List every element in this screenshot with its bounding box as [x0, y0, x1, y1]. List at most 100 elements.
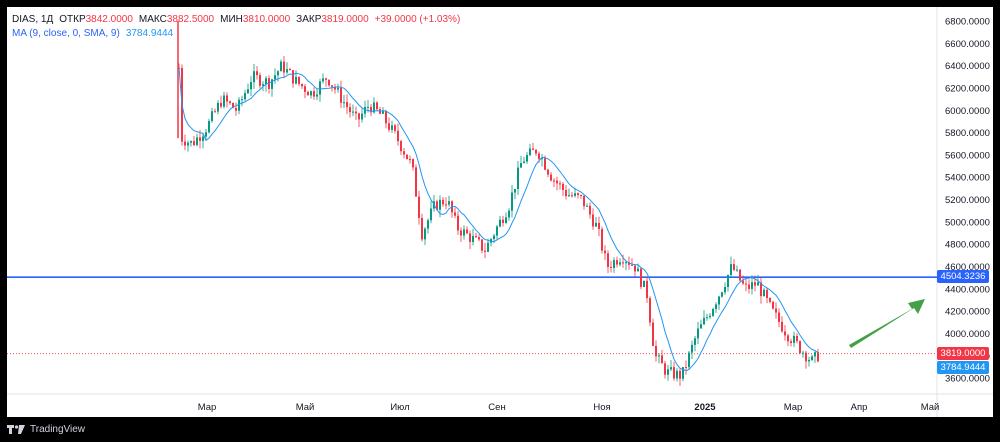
candle-body — [649, 298, 651, 323]
candle-body — [670, 367, 672, 370]
candle-body — [238, 99, 240, 111]
candle-body — [790, 341, 792, 344]
candle-body — [751, 282, 753, 289]
candle-body — [535, 149, 537, 154]
candle-body — [757, 282, 759, 286]
candle-body — [673, 367, 675, 379]
candle-body — [424, 228, 426, 240]
candle-body — [688, 352, 690, 368]
x-tick-label: Май — [921, 402, 940, 413]
candle-body — [814, 352, 816, 357]
candle-body — [397, 130, 399, 142]
candle-body — [631, 264, 633, 266]
y-tick-label: 5000.0000 — [945, 217, 990, 228]
candle-body — [652, 322, 654, 346]
candle-body — [409, 159, 411, 161]
candle-body — [307, 91, 309, 96]
candle-body — [772, 301, 774, 309]
candle-body — [469, 233, 471, 242]
candle-body — [361, 113, 363, 120]
candle-body — [283, 61, 285, 73]
candle-body — [508, 210, 510, 218]
candle-body — [325, 78, 327, 80]
candle-body — [607, 253, 609, 267]
x-tick-label: Ноя — [593, 402, 610, 413]
tradingview-brand[interactable]: TradingView — [30, 423, 86, 435]
candle-body — [310, 91, 312, 96]
y-tick-label: 4000.0000 — [945, 329, 990, 340]
candle-body — [316, 94, 318, 97]
candle-body — [559, 183, 561, 185]
chart-legend: DIAS, 1Д ОТКР 3842.0000 МАКС 3882.5000 М… — [12, 13, 466, 41]
candle-body — [193, 141, 195, 146]
candle-body — [808, 359, 810, 362]
candle-body — [691, 344, 693, 353]
tradingview-logo-icon[interactable] — [7, 424, 25, 434]
x-tick-label: Апр — [851, 402, 868, 413]
candle-body — [190, 141, 192, 143]
candle-body — [526, 155, 528, 162]
candle-body — [571, 195, 573, 197]
candle-body — [799, 341, 801, 354]
candle-body — [415, 167, 417, 197]
candle-body — [541, 158, 543, 160]
candle-body — [769, 298, 771, 302]
y-tick-label: 6800.0000 — [945, 17, 990, 28]
candle-body — [658, 355, 660, 357]
candle-body — [601, 229, 603, 251]
candle-body — [511, 192, 513, 211]
candle-body — [250, 82, 252, 90]
candle-body — [331, 85, 333, 87]
y-tick-label: 3600.0000 — [945, 374, 990, 385]
x-tick-label: Сен — [488, 402, 505, 413]
candle-body — [370, 106, 372, 113]
price-chart[interactable]: 6800.0000 6600.0000 6400.0000 6200.0000 6000… — [7, 7, 993, 417]
close-price-tag: 3819.0000 — [937, 347, 989, 360]
candle-body — [505, 217, 507, 223]
candle-body — [703, 317, 705, 325]
ma-label[interactable]: MA (9, close, 0, SMA, 9) — [12, 28, 120, 39]
candle-body — [724, 286, 726, 293]
candle-body — [286, 69, 288, 73]
symbol-label[interactable]: DIAS, 1Д — [12, 14, 54, 25]
y-tick-label: 4600.0000 — [945, 262, 990, 273]
y-tick-label: 5600.0000 — [945, 150, 990, 161]
candle-body — [727, 274, 729, 287]
candle-body — [226, 95, 228, 102]
candle-body — [418, 196, 420, 218]
candle-body — [196, 137, 198, 146]
candle-body — [577, 193, 579, 196]
candle-body — [748, 284, 750, 289]
candle-body — [463, 229, 465, 236]
candle-body — [445, 204, 447, 206]
candle-body — [244, 93, 246, 100]
chart-frame[interactable]: 6800.0000 6600.0000 6400.0000 6200.0000 6000… — [7, 7, 993, 417]
candle-body — [598, 222, 600, 230]
candle-body — [304, 86, 306, 92]
candle-body — [622, 262, 624, 264]
candle-body — [466, 229, 468, 234]
candle-body — [604, 250, 606, 254]
candle-body — [403, 151, 405, 155]
low-value: 3810.0000 — [242, 14, 291, 25]
candle-body — [442, 199, 444, 205]
candle-body — [655, 345, 657, 357]
candle-body — [475, 236, 477, 238]
candle-body — [700, 324, 702, 329]
candle-body — [775, 308, 777, 313]
candle-body — [247, 89, 249, 94]
candle-body — [262, 84, 264, 86]
candle-body — [394, 125, 396, 131]
candle-body — [706, 317, 708, 319]
candle-body — [220, 102, 222, 107]
candle-body — [796, 335, 798, 342]
candle-body — [223, 95, 225, 107]
candle-body — [295, 76, 297, 84]
candle-body — [373, 102, 375, 113]
footer: TradingView — [7, 420, 85, 438]
candle-body — [298, 76, 300, 84]
candle-body — [439, 199, 441, 210]
candle-body — [730, 264, 732, 275]
change-value: +39.0000 (+1.03%) — [374, 14, 461, 25]
candle-body — [388, 123, 390, 130]
